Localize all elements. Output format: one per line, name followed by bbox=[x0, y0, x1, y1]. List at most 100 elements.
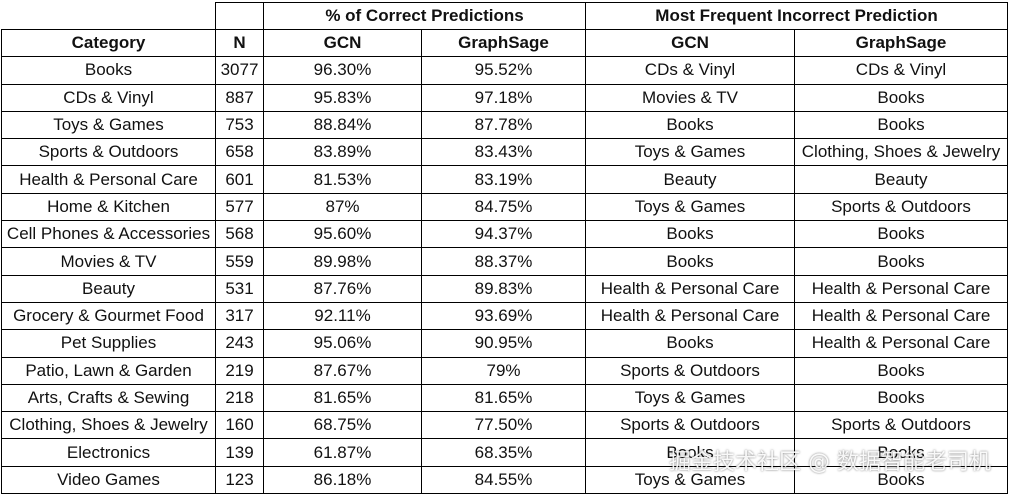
cell-n: 601 bbox=[215, 165, 264, 194]
cell-graphsage-wrong: Health & Personal Care bbox=[794, 329, 1008, 358]
cell-category: Arts, Crafts & Sewing bbox=[1, 383, 216, 413]
cell-graphsage-wrong: Books bbox=[794, 383, 1008, 413]
cell-graphsage-pct: 93.69% bbox=[421, 301, 586, 331]
cell-category: Video Games bbox=[1, 465, 216, 494]
cell-graphsage-pct: 68.35% bbox=[421, 438, 586, 467]
cell-category: Beauty bbox=[1, 274, 216, 303]
cell-graphsage-pct: 87.78% bbox=[421, 110, 586, 140]
cell-graphsage-pct: 88.37% bbox=[421, 247, 586, 276]
cell-graphsage-pct: 97.18% bbox=[421, 83, 586, 112]
cell-gcn-wrong: Movies & TV bbox=[585, 83, 795, 112]
cell-category: Cell Phones & Accessories bbox=[1, 220, 216, 249]
watermark: 掘金技术社区 @ 数据智能老司机 bbox=[669, 450, 991, 475]
table-row: Grocery & Gourmet Food 317 92.11% 93.69% Hea… bbox=[1, 301, 1008, 331]
cell-gcn-pct: 95.06% bbox=[263, 329, 422, 358]
group-header-correct: % of Correct Predictions bbox=[263, 2, 586, 30]
cell-gcn-pct: 87.76% bbox=[263, 274, 422, 303]
cell-n: 568 bbox=[215, 220, 264, 249]
table-row: Books 3077 96.30% 95.52% CDs & Vinyl CDs & Vi… bbox=[1, 56, 1008, 85]
cell-gcn-wrong: Health & Personal Care bbox=[585, 301, 795, 331]
cell-graphsage-pct: 94.37% bbox=[421, 220, 586, 249]
column-header-gcn-wrong: GCN bbox=[585, 28, 795, 58]
cell-category: Clothing, Shoes & Jewelry bbox=[1, 411, 216, 440]
cell-category: Pet Supplies bbox=[1, 329, 216, 358]
column-header-gcn-pct: GCN bbox=[263, 28, 422, 58]
cell-category: Toys & Games bbox=[1, 110, 216, 140]
cell-gcn-pct: 96.30% bbox=[263, 56, 422, 85]
cell-graphsage-wrong: Health & Personal Care bbox=[794, 274, 1008, 303]
cell-category: Sports & Outdoors bbox=[1, 138, 216, 167]
cell-n: 658 bbox=[215, 138, 264, 167]
cell-gcn-wrong: Toys & Games bbox=[585, 192, 795, 222]
cell-gcn-pct: 68.75% bbox=[263, 411, 422, 440]
group-header-row: % of Correct Predictions Most Frequent I… bbox=[1, 2, 1008, 30]
cell-graphsage-pct: 77.50% bbox=[421, 411, 586, 440]
blank-header-cell bbox=[215, 2, 264, 30]
cell-gcn-pct: 95.83% bbox=[263, 83, 422, 112]
cell-category: Health & Personal Care bbox=[1, 165, 216, 194]
cell-gcn-pct: 81.65% bbox=[263, 383, 422, 413]
cell-graphsage-wrong: Books bbox=[794, 465, 1008, 494]
table-row: Home & Kitchen 577 87% 84.75% Toys & Games Sp… bbox=[1, 192, 1008, 222]
cell-graphsage-wrong: Sports & Outdoors bbox=[794, 192, 1008, 222]
cell-graphsage-pct: 83.43% bbox=[421, 138, 586, 167]
cell-graphsage-wrong: Books bbox=[794, 110, 1008, 140]
cell-graphsage-pct: 83.19% bbox=[421, 165, 586, 194]
cell-gcn-pct: 86.18% bbox=[263, 465, 422, 494]
cell-n: 531 bbox=[215, 274, 264, 303]
table-body: Books 3077 96.30% 95.52% CDs & Vinyl CDs & Vi… bbox=[1, 56, 1008, 494]
cell-gcn-wrong: Health & Personal Care bbox=[585, 274, 795, 303]
cell-category: Grocery & Gourmet Food bbox=[1, 301, 216, 331]
cell-graphsage-wrong: Health & Personal Care bbox=[794, 301, 1008, 331]
cell-n: 139 bbox=[215, 438, 264, 467]
table-row: Toys & Games 753 88.84% 87.78% Books Books bbox=[1, 110, 1008, 140]
cell-gcn-pct: 81.53% bbox=[263, 165, 422, 194]
cell-graphsage-pct: 89.83% bbox=[421, 274, 586, 303]
table-row: Beauty 531 87.76% 89.83% Health & Personal C… bbox=[1, 274, 1008, 303]
table-row: CDs & Vinyl 887 95.83% 97.18% Movies & TV Boo… bbox=[1, 83, 1008, 112]
cell-graphsage-pct: 81.65% bbox=[421, 383, 586, 413]
cell-n: 160 bbox=[215, 411, 264, 440]
cell-graphsage-wrong: Books bbox=[794, 220, 1008, 249]
cell-gcn-pct: 83.89% bbox=[263, 138, 422, 167]
column-header-graphsage-wrong: GraphSage bbox=[794, 28, 1008, 58]
blank-header-cell bbox=[1, 2, 216, 30]
cell-n: 123 bbox=[215, 465, 264, 494]
cell-category: Home & Kitchen bbox=[1, 192, 216, 222]
cell-gcn-wrong: Sports & Outdoors bbox=[585, 356, 795, 385]
cell-n: 219 bbox=[215, 356, 264, 385]
table-row: Cell Phones & Accessories 568 95.60% 94.37%… bbox=[1, 220, 1008, 249]
cell-gcn-pct: 89.98% bbox=[263, 247, 422, 276]
cell-graphsage-wrong: Clothing, Shoes & Jewelry bbox=[794, 138, 1008, 167]
cell-gcn-pct: 61.87% bbox=[263, 438, 422, 467]
cell-gcn-wrong: CDs & Vinyl bbox=[585, 56, 795, 85]
table-row: Clothing, Shoes & Jewelry 160 68.75% 77.50%… bbox=[1, 411, 1008, 440]
cell-category: Books bbox=[1, 56, 216, 85]
cell-gcn-wrong: Books bbox=[585, 220, 795, 249]
cell-graphsage-wrong: Books bbox=[794, 438, 1008, 467]
cell-gcn-wrong: Beauty bbox=[585, 165, 795, 194]
cell-n: 218 bbox=[215, 383, 264, 413]
cell-n: 577 bbox=[215, 192, 264, 222]
cell-category: CDs & Vinyl bbox=[1, 83, 216, 112]
cell-n: 317 bbox=[215, 301, 264, 331]
table-row: Health & Personal Care 601 81.53% 83.19% Bea… bbox=[1, 165, 1008, 194]
cell-graphsage-wrong: CDs & Vinyl bbox=[794, 56, 1008, 85]
cell-gcn-pct: 95.60% bbox=[263, 220, 422, 249]
table-row: Electronics 139 61.87% 68.35% Books Books bbox=[1, 438, 1008, 467]
cell-gcn-pct: 92.11% bbox=[263, 301, 422, 331]
cell-gcn-pct: 87.67% bbox=[263, 356, 422, 385]
cell-n: 559 bbox=[215, 247, 264, 276]
cell-graphsage-pct: 79% bbox=[421, 356, 586, 385]
cell-gcn-wrong: Books bbox=[585, 329, 795, 358]
cell-graphsage-wrong: Books bbox=[794, 83, 1008, 112]
cell-gcn-wrong: Books bbox=[585, 110, 795, 140]
cell-gcn-wrong: Toys & Games bbox=[585, 383, 795, 413]
cell-gcn-wrong: Toys & Games bbox=[585, 465, 795, 494]
table-row: Patio, Lawn & Garden 219 87.67% 79% Sports &… bbox=[1, 356, 1008, 385]
cell-category: Patio, Lawn & Garden bbox=[1, 356, 216, 385]
cell-graphsage-pct: 84.55% bbox=[421, 465, 586, 494]
cell-graphsage-wrong: Books bbox=[794, 247, 1008, 276]
cell-n: 887 bbox=[215, 83, 264, 112]
column-header-category: Category bbox=[1, 28, 216, 58]
